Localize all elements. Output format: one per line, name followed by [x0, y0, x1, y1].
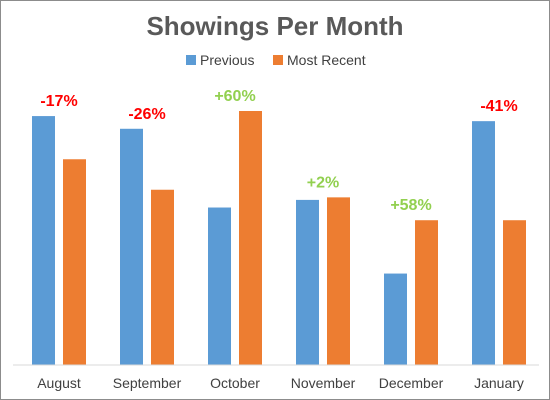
bar-most-recent-august [63, 159, 86, 365]
change-label-december: +58% [390, 197, 431, 214]
legend-label-most-recent: Most Recent [287, 52, 366, 68]
legend: Previous Most Recent [186, 52, 366, 68]
x-tick-label-november: November [291, 375, 356, 391]
bar-most-recent-october [239, 111, 262, 365]
bar-previous-november [296, 199, 319, 365]
bar-most-recent-january [503, 220, 526, 365]
chart-title: Showings Per Month [146, 11, 403, 41]
change-label-august: -17% [40, 93, 77, 110]
bar-previous-august [32, 116, 55, 365]
x-tick-label-september: September [113, 375, 182, 391]
legend-label-previous: Previous [200, 52, 254, 68]
x-axis-labels: August September October November December Ja… [37, 375, 524, 391]
x-tick-label-october: October [210, 375, 260, 391]
bar-previous-december [384, 273, 407, 365]
legend-swatch-previous [186, 55, 196, 65]
bar-previous-january [472, 121, 495, 365]
bar-most-recent-november [327, 197, 350, 365]
bar-previous-october [208, 207, 231, 365]
change-labels-group: -17% -26% +60% +2% +58% -41% [40, 88, 517, 214]
change-label-january: -41% [480, 98, 517, 115]
x-tick-label-august: August [37, 375, 81, 391]
legend-swatch-most-recent [273, 55, 283, 65]
bar-most-recent-december [415, 220, 438, 365]
bar-previous-september [120, 128, 143, 365]
x-tick-label-january: January [474, 375, 524, 391]
change-label-october: +60% [214, 88, 255, 105]
change-label-september: -26% [128, 106, 165, 123]
x-tick-label-december: December [379, 375, 444, 391]
change-label-november: +2% [307, 174, 339, 191]
bar-most-recent-september [151, 189, 174, 365]
bars-group [32, 111, 526, 365]
